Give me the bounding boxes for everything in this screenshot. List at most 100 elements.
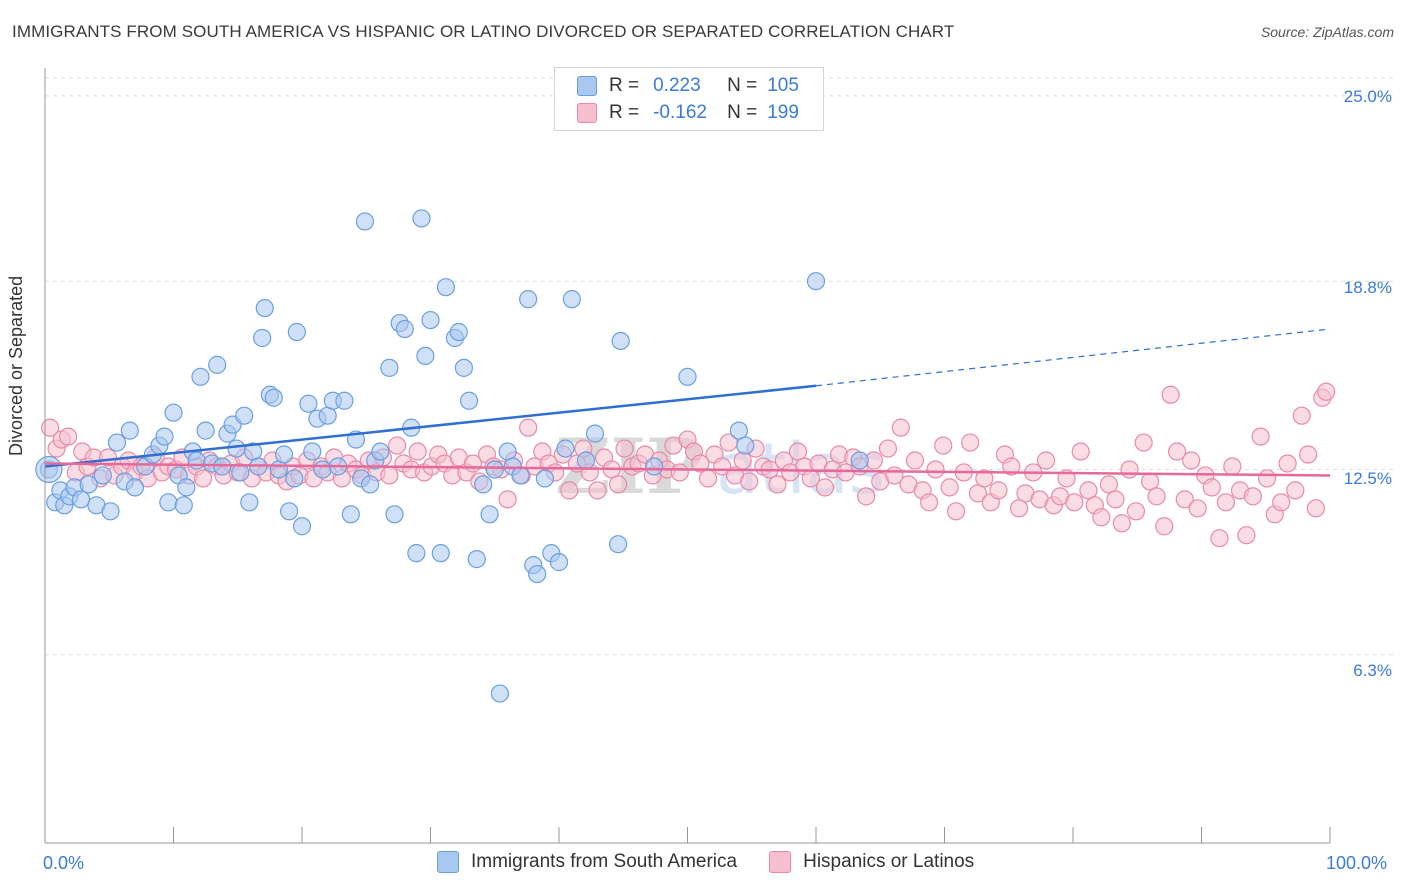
- data-point: [467, 550, 486, 569]
- legend-item-south-america[interactable]: Immigrants from South America: [437, 851, 737, 873]
- data-point: [611, 331, 630, 351]
- data-point: [155, 427, 174, 446]
- series-legend: Immigrants from South America Hispanics …: [437, 851, 1006, 873]
- data-point: [41, 418, 60, 437]
- data-point: [431, 544, 450, 563]
- source-credit: Source: ZipAtlas.com: [1260, 24, 1394, 40]
- y-tick-25: 25.0%: [1343, 87, 1392, 106]
- data-point: [691, 454, 710, 473]
- data-point: [1106, 490, 1125, 509]
- r-label: R =: [609, 102, 640, 123]
- data-point: [385, 505, 404, 524]
- data-point: [421, 310, 440, 330]
- data-point: [1251, 427, 1270, 446]
- blue-trend-extension: [815, 328, 1331, 387]
- y-axis-label: Divorced or Separated: [6, 275, 26, 456]
- data-point: [98, 448, 118, 467]
- data-point: [93, 466, 112, 485]
- data-point: [177, 478, 196, 497]
- data-point: [264, 388, 283, 407]
- data-point: [395, 319, 414, 339]
- data-point: [519, 290, 538, 309]
- data-point: [961, 433, 980, 452]
- data-point: [1167, 442, 1187, 461]
- data-point: [1299, 445, 1318, 464]
- data-point: [850, 451, 869, 470]
- data-point: [1147, 487, 1166, 506]
- data-point: [412, 209, 431, 228]
- data-point: [576, 451, 596, 470]
- data-point: [313, 460, 332, 479]
- data-point: [71, 490, 91, 509]
- data-point: [946, 502, 966, 521]
- blue-swatch-icon: [577, 76, 597, 96]
- data-point: [1272, 493, 1291, 512]
- legend-label: Hispanics or Latinos: [803, 851, 975, 872]
- data-point: [208, 355, 227, 374]
- data-point: [235, 406, 254, 425]
- legend-row-pink: R = -0.162 N = 199: [577, 100, 799, 126]
- data-point: [1134, 433, 1153, 452]
- data-point: [227, 439, 246, 458]
- x-tick-max: 100.0%: [1326, 853, 1388, 873]
- data-point: [560, 481, 579, 500]
- n-value: 105: [767, 75, 799, 96]
- data-point: [107, 433, 127, 452]
- y-tick-12-5: 12.5%: [1343, 469, 1392, 488]
- data-point: [1257, 469, 1277, 488]
- data-point: [1036, 451, 1056, 470]
- data-point: [280, 502, 299, 521]
- data-point: [1237, 526, 1256, 545]
- data-point: [459, 391, 479, 410]
- data-point: [240, 493, 259, 512]
- data-point: [919, 493, 939, 512]
- data-point: [287, 322, 306, 342]
- data-point: [407, 544, 426, 563]
- pink-swatch-icon: [577, 103, 597, 123]
- data-point: [292, 517, 312, 536]
- data-point: [934, 436, 953, 455]
- data-point: [698, 469, 718, 488]
- data-point: [926, 460, 945, 479]
- data-point: [1188, 499, 1207, 518]
- data-point: [1126, 502, 1146, 521]
- data-point: [609, 475, 628, 494]
- data-point: [733, 451, 752, 470]
- y-tick-6-3: 6.3%: [1353, 661, 1392, 680]
- data-point: [768, 475, 787, 494]
- data-point: [1155, 517, 1174, 536]
- data-point: [588, 481, 607, 500]
- legend-label: Immigrants from South America: [471, 851, 738, 872]
- data-point: [299, 394, 318, 413]
- grid-lines: [45, 77, 1395, 656]
- blue-trend-line: [44, 384, 817, 468]
- data-point: [79, 475, 98, 494]
- pink-trend-line: [44, 462, 1331, 477]
- data-point: [196, 421, 215, 440]
- data-point: [1292, 406, 1311, 425]
- data-point: [174, 496, 193, 515]
- data-point: [193, 469, 213, 488]
- data-point: [285, 469, 304, 488]
- data-point: [905, 451, 925, 470]
- data-point: [1278, 454, 1297, 473]
- data-point: [528, 564, 547, 584]
- data-point: [255, 298, 274, 318]
- data-point: [1286, 481, 1305, 500]
- r-label: R =: [609, 75, 640, 96]
- data-point: [371, 442, 390, 461]
- trend-lines: [44, 328, 1331, 477]
- data-point: [416, 346, 435, 366]
- data-point: [1002, 457, 1021, 476]
- legend-item-hispanic[interactable]: Hispanics or Latinos: [769, 851, 974, 873]
- data-point: [615, 439, 634, 458]
- data-point: [878, 439, 898, 458]
- data-point: [736, 436, 755, 455]
- r-value: 0.223: [653, 75, 701, 96]
- data-point: [519, 418, 538, 437]
- data-point: [644, 457, 664, 476]
- data-point: [361, 475, 380, 494]
- data-point: [355, 212, 375, 231]
- data-point: [740, 472, 759, 491]
- chart-title: IMMIGRANTS FROM SOUTH AMERICA VS HISPANI…: [12, 22, 955, 41]
